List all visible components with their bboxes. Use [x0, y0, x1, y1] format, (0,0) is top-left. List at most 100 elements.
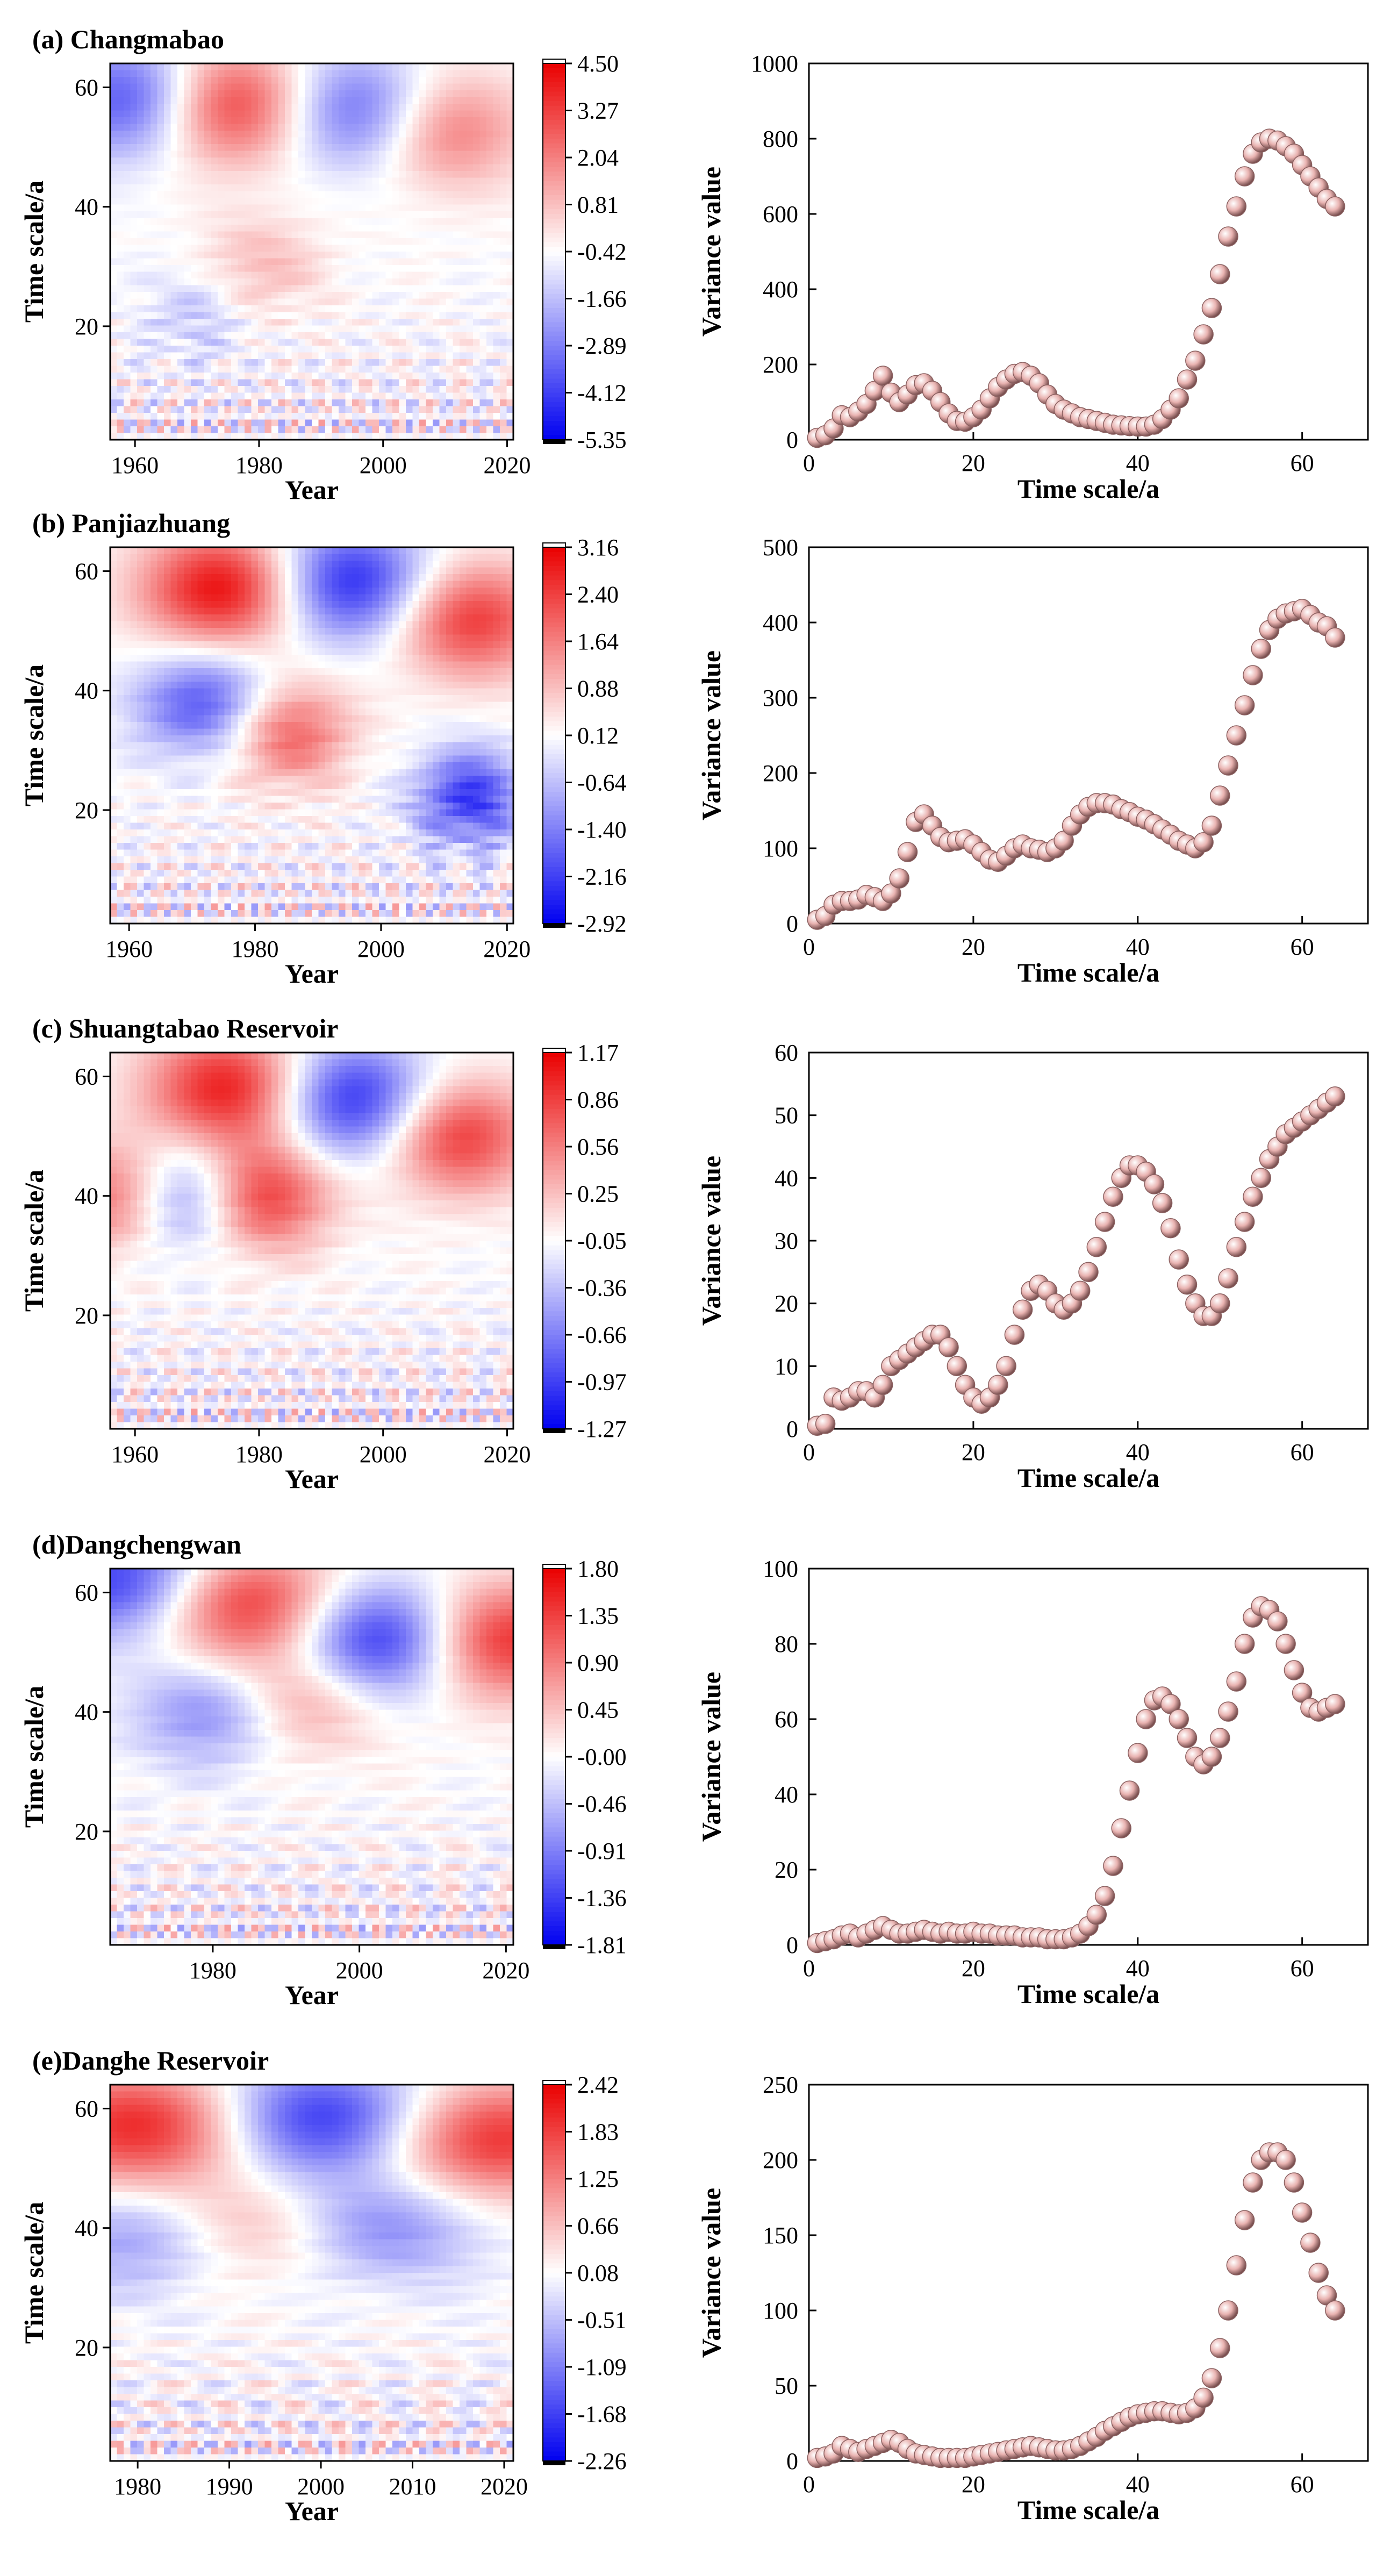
heatmap-cell: [245, 326, 252, 333]
heatmap-cell: [265, 104, 272, 111]
heatmap-cell: [339, 278, 346, 285]
heatmap-cell: [258, 245, 265, 252]
heatmap-cell: [157, 178, 164, 185]
heatmap-cell: [292, 117, 299, 124]
heatmap-cell: [252, 184, 259, 191]
heatmap-cell: [218, 138, 225, 145]
heatmap-cell: [131, 373, 138, 380]
heatmap-cell: [265, 339, 272, 346]
heatmap-cell: [211, 285, 218, 292]
heatmap-cell: [312, 252, 319, 259]
heatmap-cell: [359, 366, 366, 373]
heatmap-cell: [372, 359, 379, 366]
heatmap-cell: [218, 70, 225, 77]
heatmap-cell: [332, 111, 339, 118]
heatmap-cell: [346, 218, 353, 225]
heatmap-cell: [258, 232, 265, 239]
heatmap-cell: [157, 359, 164, 366]
heatmap-cell: [298, 386, 305, 393]
heatmap-cell: [238, 104, 245, 111]
heatmap-cell: [332, 312, 339, 319]
heatmap-cell: [144, 353, 151, 360]
heatmap-cell: [204, 218, 211, 225]
heatmap-cell: [265, 63, 272, 70]
heatmap-cell: [298, 265, 305, 272]
heatmap-cell: [150, 171, 157, 178]
heatmap-cell: [271, 111, 278, 118]
heatmap-cell: [332, 238, 339, 245]
heatmap-cell: [292, 198, 299, 205]
heatmap-cell: [372, 252, 379, 259]
heatmap-cell: [352, 218, 359, 225]
heatmap-cell: [285, 184, 292, 191]
heatmap-cell: [124, 426, 131, 433]
heatmap-cell: [131, 406, 138, 413]
heatmap-cell: [225, 299, 232, 306]
heatmap-cell: [117, 245, 124, 252]
heatmap-cell: [346, 117, 353, 124]
heatmap-cell: [325, 77, 332, 84]
heatmap-cell: [204, 278, 211, 285]
heatmap-cell: [332, 158, 339, 164]
heatmap-cell: [218, 124, 225, 131]
heatmap-cell: [292, 63, 299, 70]
heatmap-cell: [198, 299, 205, 306]
heatmap-cell: [339, 225, 346, 232]
heatmap-cell: [131, 104, 138, 111]
heatmap-cell: [366, 158, 372, 164]
heatmap-cell: [191, 63, 198, 70]
heatmap-cell: [171, 232, 178, 239]
heatmap-cell: [231, 380, 238, 387]
heatmap-cell: [271, 373, 278, 380]
heatmap-cell: [258, 211, 265, 218]
heatmap-cell: [332, 319, 339, 326]
heatmap-cell: [231, 252, 238, 259]
heatmap-cell: [204, 138, 211, 145]
heatmap-cell: [131, 353, 138, 360]
heatmap-cell: [258, 184, 265, 191]
heatmap-cell: [319, 124, 326, 131]
heatmap-cell: [319, 211, 326, 218]
heatmap-cell: [137, 205, 144, 212]
heatmap-cell: [218, 312, 225, 319]
heatmap-cell: [131, 332, 138, 339]
heatmap-cell: [285, 406, 292, 413]
heatmap-cell: [245, 164, 252, 171]
heatmap-cell: [339, 191, 346, 198]
heatmap-cell: [184, 346, 191, 353]
heatmap-cell: [372, 124, 379, 131]
heatmap-cell: [225, 77, 232, 84]
heatmap-cell: [124, 232, 131, 239]
heatmap-cell: [252, 373, 259, 380]
heatmap-cell: [211, 332, 218, 339]
heatmap-cell: [359, 90, 366, 97]
heatmap-cell: [164, 191, 171, 198]
heatmap-cell: [359, 198, 366, 205]
heatmap-cell: [285, 305, 292, 312]
heatmap-cell: [292, 97, 299, 104]
heatmap-cell: [131, 413, 138, 420]
heatmap-cell: [265, 259, 272, 266]
heatmap-cell: [372, 420, 379, 427]
heatmap-cell: [117, 97, 124, 104]
heatmap-cell: [339, 198, 346, 205]
heatmap-cell: [238, 111, 245, 118]
heatmap-cell: [339, 406, 346, 413]
heatmap-cell: [218, 171, 225, 178]
heatmap-cell: [231, 259, 238, 266]
heatmap-cell: [245, 111, 252, 118]
heatmap-cell: [238, 406, 245, 413]
heatmap-cell: [292, 164, 299, 171]
heatmap-cell: [285, 111, 292, 118]
heatmap-cell: [359, 238, 366, 245]
heatmap-cell: [285, 232, 292, 239]
heatmap-cell: [198, 346, 205, 353]
heatmap-cell: [157, 144, 164, 151]
heatmap-cell: [245, 97, 252, 104]
heatmap-cell: [372, 326, 379, 333]
heatmap-cell: [325, 386, 332, 393]
heatmap-cell: [218, 77, 225, 84]
heatmap-cell: [285, 292, 292, 299]
heatmap-cell: [372, 63, 379, 70]
heatmap-cell: [218, 319, 225, 326]
